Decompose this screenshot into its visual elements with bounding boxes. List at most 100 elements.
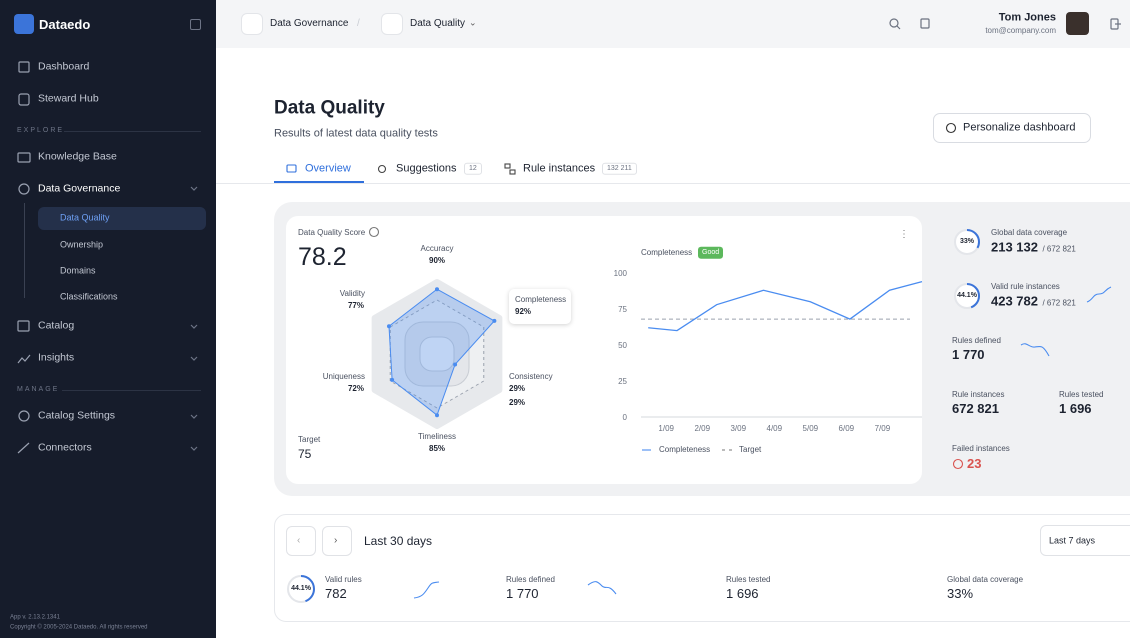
badge: Good (698, 246, 724, 260)
nav-item[interactable]: Dashboard (38, 60, 90, 73)
nav-item[interactable]: Knowledge Base (38, 150, 117, 163)
nav-section: MANAGE (17, 385, 60, 393)
total: / 672 821 (1042, 244, 1076, 254)
stat-value: 1 770 (952, 347, 985, 363)
x-tick-label: 7/09 (875, 424, 891, 433)
nav-subitem[interactable]: Classifications (60, 291, 118, 302)
stat-label: Valid rules (325, 575, 362, 585)
tree-line (24, 203, 25, 298)
button-icon (945, 122, 957, 134)
radar-point (386, 324, 391, 329)
stat-label: Global data coverage (991, 228, 1068, 238)
tab[interactable]: Rule instances (523, 162, 596, 175)
tabs-divider (216, 183, 1130, 184)
radar-point (453, 362, 458, 367)
radar-value-label: 92% (515, 307, 532, 317)
ring (287, 575, 315, 603)
nav-item[interactable]: Catalog (38, 319, 75, 332)
ring (954, 283, 980, 309)
period-card (274, 514, 1130, 622)
version: App v. 2.13.2.1341 (10, 614, 60, 621)
page-subtitle: Results of latest data quality tests (274, 127, 438, 140)
ring-label: 44.1% (291, 584, 311, 592)
prev-arrow: ‹ (297, 535, 301, 546)
divider (64, 131, 201, 132)
stat-label: Rule instances (952, 390, 1005, 400)
stat-label: Global data coverage (947, 575, 1024, 585)
value: 213 132 (991, 239, 1038, 255)
stat-label: Rules defined (506, 575, 555, 585)
radar-value-label: 29% (509, 384, 526, 394)
stat-label: Valid rule instances (991, 282, 1060, 292)
topbar (216, 0, 1130, 48)
radar-axis-label: Timeliness (418, 432, 456, 442)
x-tick-label: 2/09 (694, 424, 710, 433)
nav-subitem[interactable]: Ownership (60, 239, 104, 250)
value: 423 782 (991, 293, 1038, 309)
nav-item[interactable]: Data Governance (38, 182, 121, 195)
stat-value: 1 770 (506, 586, 539, 602)
stat-label: Failed instances (952, 444, 1010, 454)
select-label[interactable]: Last 7 days (1049, 535, 1096, 546)
radar-ring (419, 336, 455, 372)
sidebar: Dataedo Dashboard Steward Hub EXPLORE Kn… (0, 0, 216, 638)
line (648, 281, 923, 332)
nav-icons (17, 61, 198, 454)
nav-item[interactable]: Insights (38, 351, 75, 364)
nav-item[interactable]: Connectors (38, 441, 92, 454)
breadcrumb[interactable]: Data Governance (270, 18, 349, 29)
logo-icon (14, 14, 34, 34)
stat-value: 33% (947, 586, 974, 602)
user-name: Tom Jones (998, 11, 1056, 24)
radar-value-label: 77% (347, 301, 364, 311)
radar-axis-label: Completeness (515, 295, 567, 305)
avatar[interactable] (1066, 12, 1089, 35)
separator: / (357, 18, 360, 29)
target-value: 75 (298, 446, 312, 461)
period-title: Last 30 days (364, 533, 433, 548)
stat-value: 782 (325, 586, 347, 602)
stat-value: 23 (967, 456, 982, 472)
radar-value-label: 85% (428, 444, 446, 454)
breadcrumb[interactable]: Data Quality (410, 18, 466, 29)
personalize-button[interactable] (933, 113, 1091, 143)
tab[interactable]: Suggestions (396, 162, 457, 175)
y-tick-label: 50 (618, 341, 627, 350)
nav-item[interactable]: Catalog Settings (38, 409, 116, 422)
brand: Dataedo (39, 17, 91, 33)
tab-underline (274, 181, 364, 183)
menu-icon[interactable]: ⋮ (899, 229, 909, 240)
active-bg (38, 207, 206, 230)
radar-axis-label: Consistency (509, 372, 553, 382)
stat-label: Rules tested (1059, 390, 1104, 400)
chevron[interactable]: ⌄ (469, 17, 477, 28)
radar-tooltip (509, 289, 571, 324)
next-button[interactable] (322, 526, 352, 556)
radar-value-label: 72% (347, 384, 364, 394)
button-label[interactable]: Personalize dashboard (963, 121, 1076, 134)
x-tick-label: 3/09 (730, 424, 746, 433)
stat-value: 213 132 / 672 821 (991, 237, 1076, 256)
tab[interactable]: Overview (305, 162, 351, 175)
breadcrumb-icon (381, 13, 403, 35)
stat-label: Rules tested (726, 575, 771, 585)
page-title: Data Quality (274, 97, 385, 119)
y-tick-label: 0 (623, 413, 628, 422)
nav-item[interactable]: Steward Hub (38, 92, 99, 105)
ring (954, 229, 980, 255)
topbar-icons (889, 18, 1121, 30)
nav-subitem[interactable]: Data Quality (60, 212, 110, 223)
x-tick-label: 1/09 (658, 424, 674, 433)
stat-label: Rules defined (952, 336, 1001, 346)
legend-label: Target (739, 445, 762, 455)
collapse-icon[interactable] (190, 19, 201, 30)
period-select[interactable] (1040, 525, 1130, 556)
prev-button[interactable] (286, 526, 316, 556)
score-label: Data Quality Score (298, 228, 366, 238)
next-arrow: › (334, 535, 338, 546)
nav-subitem[interactable]: Domains (60, 265, 96, 276)
stat-value: 1 696 (1059, 401, 1092, 417)
